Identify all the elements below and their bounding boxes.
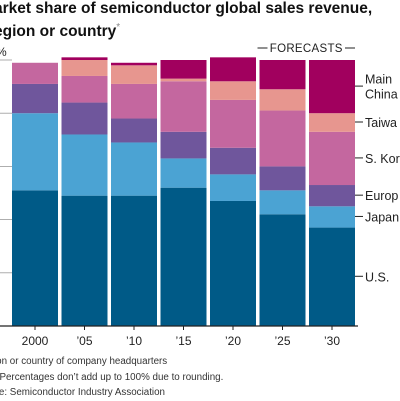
region-label-US: U.S. <box>355 270 389 284</box>
bar-segment-SKorea <box>111 83 157 119</box>
title-asterisk: * <box>116 22 121 33</box>
bar-rounding-gap <box>12 60 58 63</box>
bar-segment-Japan <box>259 190 306 215</box>
bar-segment-Taiwan <box>259 89 306 111</box>
x-tick-label: ’15 <box>175 334 191 348</box>
region-label-Europe: Europ <box>355 189 398 203</box>
bar-segment-SKorea <box>160 81 207 132</box>
note-rounding: : Percentages don’t add up to 100% due t… <box>0 371 224 383</box>
title-line-2: egion or country* <box>0 22 121 41</box>
bar-segment-US <box>12 190 58 326</box>
bar-segment-China <box>309 60 355 114</box>
bars <box>12 57 355 326</box>
bar-segment-Japan <box>160 158 207 188</box>
forecast-label: FORECASTS <box>270 43 343 55</box>
bar-segment-Europe <box>259 166 306 191</box>
region-label-text: Japan <box>365 210 399 224</box>
bar-segment-Japan <box>309 206 355 228</box>
bar-segment-China <box>210 57 256 82</box>
note-source: ce: Semiconductor Industry Association <box>0 387 165 398</box>
bar-segment-Europe <box>210 147 256 175</box>
bar-segment-SKorea <box>259 110 306 167</box>
chart-notes: ion or country of company headquarters :… <box>0 354 223 401</box>
bar-segment-Japan <box>12 113 58 191</box>
bar-segment-Europe <box>111 118 157 143</box>
region-label-Taiwan: Taiwa <box>355 116 397 130</box>
y-unit-label: % <box>0 45 7 59</box>
bar-segment-Taiwan <box>160 78 207 82</box>
bar-2 <box>111 60 157 326</box>
x-tick-label: 2000 <box>22 334 49 348</box>
forecast-marker: FORECASTS <box>257 43 355 55</box>
bar-rounding-gap <box>111 60 157 63</box>
title-line-1: arket share of semiconductor global sale… <box>0 0 373 17</box>
bar-segment-US <box>309 227 355 326</box>
bar-segment-Japan <box>210 174 256 201</box>
y-gridlines <box>0 59 12 274</box>
region-label-Japan: Japan <box>355 210 399 224</box>
bar-segment-China <box>61 57 108 60</box>
bar-segment-Europe <box>309 185 355 207</box>
chart-title: arket share of semiconductor global sale… <box>0 0 400 41</box>
bar-6 <box>309 60 355 326</box>
region-label-text: S. Kor <box>365 152 400 166</box>
bar-segment-Taiwan <box>309 113 355 132</box>
region-label-text: Europ <box>365 189 398 203</box>
region-label-text: Taiwa <box>365 116 397 130</box>
bar-segment-US <box>160 187 207 326</box>
x-tick-label: ’10 <box>126 334 142 348</box>
x-tick-label: ’30 <box>324 334 340 348</box>
region-label-text: U.S. <box>365 270 389 284</box>
bar-segment-China <box>160 60 207 79</box>
bar-1 <box>61 57 108 326</box>
x-tick-label: ’25 <box>274 334 290 348</box>
bar-segment-Europe <box>12 83 58 114</box>
x-tick-label: ’05 <box>76 334 92 348</box>
bar-segment-Japan <box>111 142 157 196</box>
bar-segment-US <box>111 195 157 326</box>
bar-segment-Japan <box>61 134 108 196</box>
bar-segment-Europe <box>61 102 108 135</box>
note-headquarters: ion or country of company headquarters <box>0 356 168 367</box>
x-tick-labels: 2000 ’05 ’10 ’15 ’20 ’25 ’30 <box>22 326 340 348</box>
bar-segment-China <box>259 60 306 90</box>
bar-segment-Taiwan <box>111 65 157 84</box>
region-label-text: China <box>365 88 398 102</box>
bar-segment-SKorea <box>210 99 256 148</box>
bar-segment-Taiwan <box>61 60 108 76</box>
bar-5 <box>259 60 306 326</box>
bar-segment-Taiwan <box>210 81 256 100</box>
bar-segment-Europe <box>160 131 207 159</box>
bar-segment-SKorea <box>12 62 58 84</box>
bar-0 <box>12 60 58 326</box>
bar-segment-US <box>210 200 256 326</box>
region-label-text: Main <box>365 73 392 87</box>
bar-4 <box>210 57 256 326</box>
bar-segment-US <box>259 214 306 326</box>
bar-segment-China <box>111 62 157 66</box>
bar-3 <box>160 60 207 326</box>
bar-segment-SKorea <box>309 131 355 186</box>
x-tick-label: ’20 <box>225 334 241 348</box>
region-label-SKorea: S. Kor <box>355 152 400 166</box>
bar-segment-SKorea <box>61 75 108 103</box>
bar-segment-US <box>61 195 108 326</box>
